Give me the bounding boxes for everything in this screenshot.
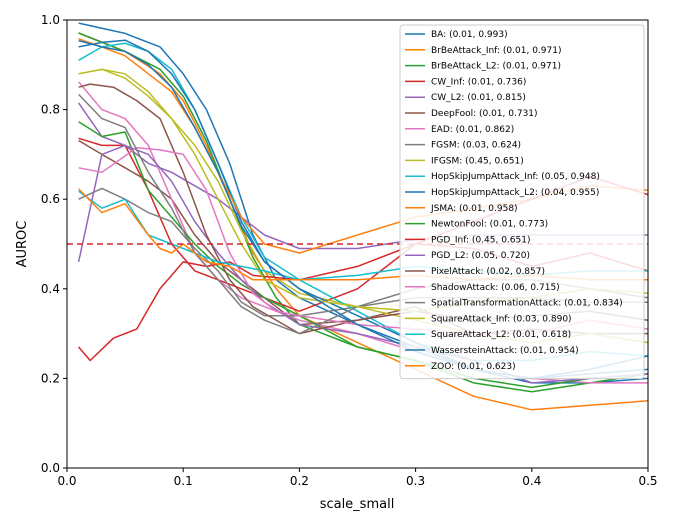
legend-entry-label: SpatialTransformationAttack: (0.01, 0.83… — [431, 299, 623, 309]
x-tick-label: 0.2 — [290, 474, 309, 488]
legend-entry-label: NewtonFool: (0.01, 0.773) — [431, 220, 548, 230]
legend-entry-label: JSMA: (0.01, 0.958) — [430, 204, 518, 214]
legend-entry-label: ShadowAttack: (0.06, 0.715) — [431, 283, 560, 293]
axes-frame — [66, 19, 649, 469]
legend-entry-label: HopSkipJumpAttack_L2: (0.04, 0.955) — [431, 188, 599, 198]
y-tick-label: 0.2 — [41, 371, 60, 385]
legend-entry-label: BrBeAttack_Inf: (0.01, 0.971) — [431, 46, 561, 56]
legend-box — [399, 24, 645, 380]
legend: BA: (0.01, 0.993) BrBeAttack_Inf: (0.01, … — [399, 24, 645, 380]
legend-entry-label: EAD: (0.01, 0.862) — [431, 125, 514, 135]
y-tick-label: 0.0 — [41, 461, 60, 475]
x-tick-label: 0.1 — [174, 474, 193, 488]
legend-entry-label: FGSM: (0.03, 0.624) — [431, 141, 521, 151]
legend-entry-label: WassersteinAttack: (0.01, 0.954) — [431, 346, 579, 356]
legend-entry-label: CW_L2: (0.01, 0.815) — [431, 93, 526, 103]
x-axis-ticks: 0.0 0.1 0.2 0.3 0.4 0.5 — [57, 468, 658, 488]
y-tick-label: 1.0 — [41, 13, 60, 27]
y-tick-label: 0.8 — [41, 103, 60, 117]
x-tick-label: 0.4 — [522, 474, 541, 488]
series-line-2 — [78, 32, 648, 393]
legend-entry-label: HopSkipJumpAttack_Inf: (0.05, 0.948) — [431, 172, 600, 182]
y-axis-label: AUROC — [15, 221, 30, 268]
legend-entry-label: IFGSM: (0.45, 0.651) — [431, 156, 524, 166]
legend-entry-label: BrBeAttack_L2: (0.01, 0.971) — [431, 62, 561, 72]
x-axis-label: scale_small — [320, 497, 395, 512]
x-tick-label: 0.5 — [638, 474, 657, 488]
x-tick-label: 0.3 — [406, 474, 425, 488]
legend-entry-label: ZOO: (0.01, 0.623) — [431, 362, 516, 372]
legend-entry-label: SquareAttack_Inf: (0.03, 0.890) — [431, 314, 572, 324]
x-tick-label: 0.0 — [57, 474, 76, 488]
y-tick-label: 0.6 — [41, 192, 60, 206]
legend-entry-label: CW_Inf: (0.01, 0.736) — [431, 77, 526, 87]
legend-entry-label: DeepFool: (0.01, 0.731) — [431, 109, 538, 119]
legend-entry-label: BA: (0.01, 0.993) — [431, 30, 508, 40]
legend-entry-label: PGD_Inf: (0.45, 0.651) — [431, 235, 530, 245]
legend-entry-label: SquareAttack_L2: (0.01, 0.618) — [431, 330, 571, 340]
legend-entry-label: PGD_L2: (0.05, 0.720) — [431, 251, 530, 261]
legend-entry-label: PixelAttack: (0.02, 0.857) — [431, 267, 545, 277]
y-tick-label: 0.4 — [41, 282, 60, 296]
y-axis-ticks: 0.0 0.2 0.4 0.6 0.8 1.0 — [41, 13, 67, 475]
